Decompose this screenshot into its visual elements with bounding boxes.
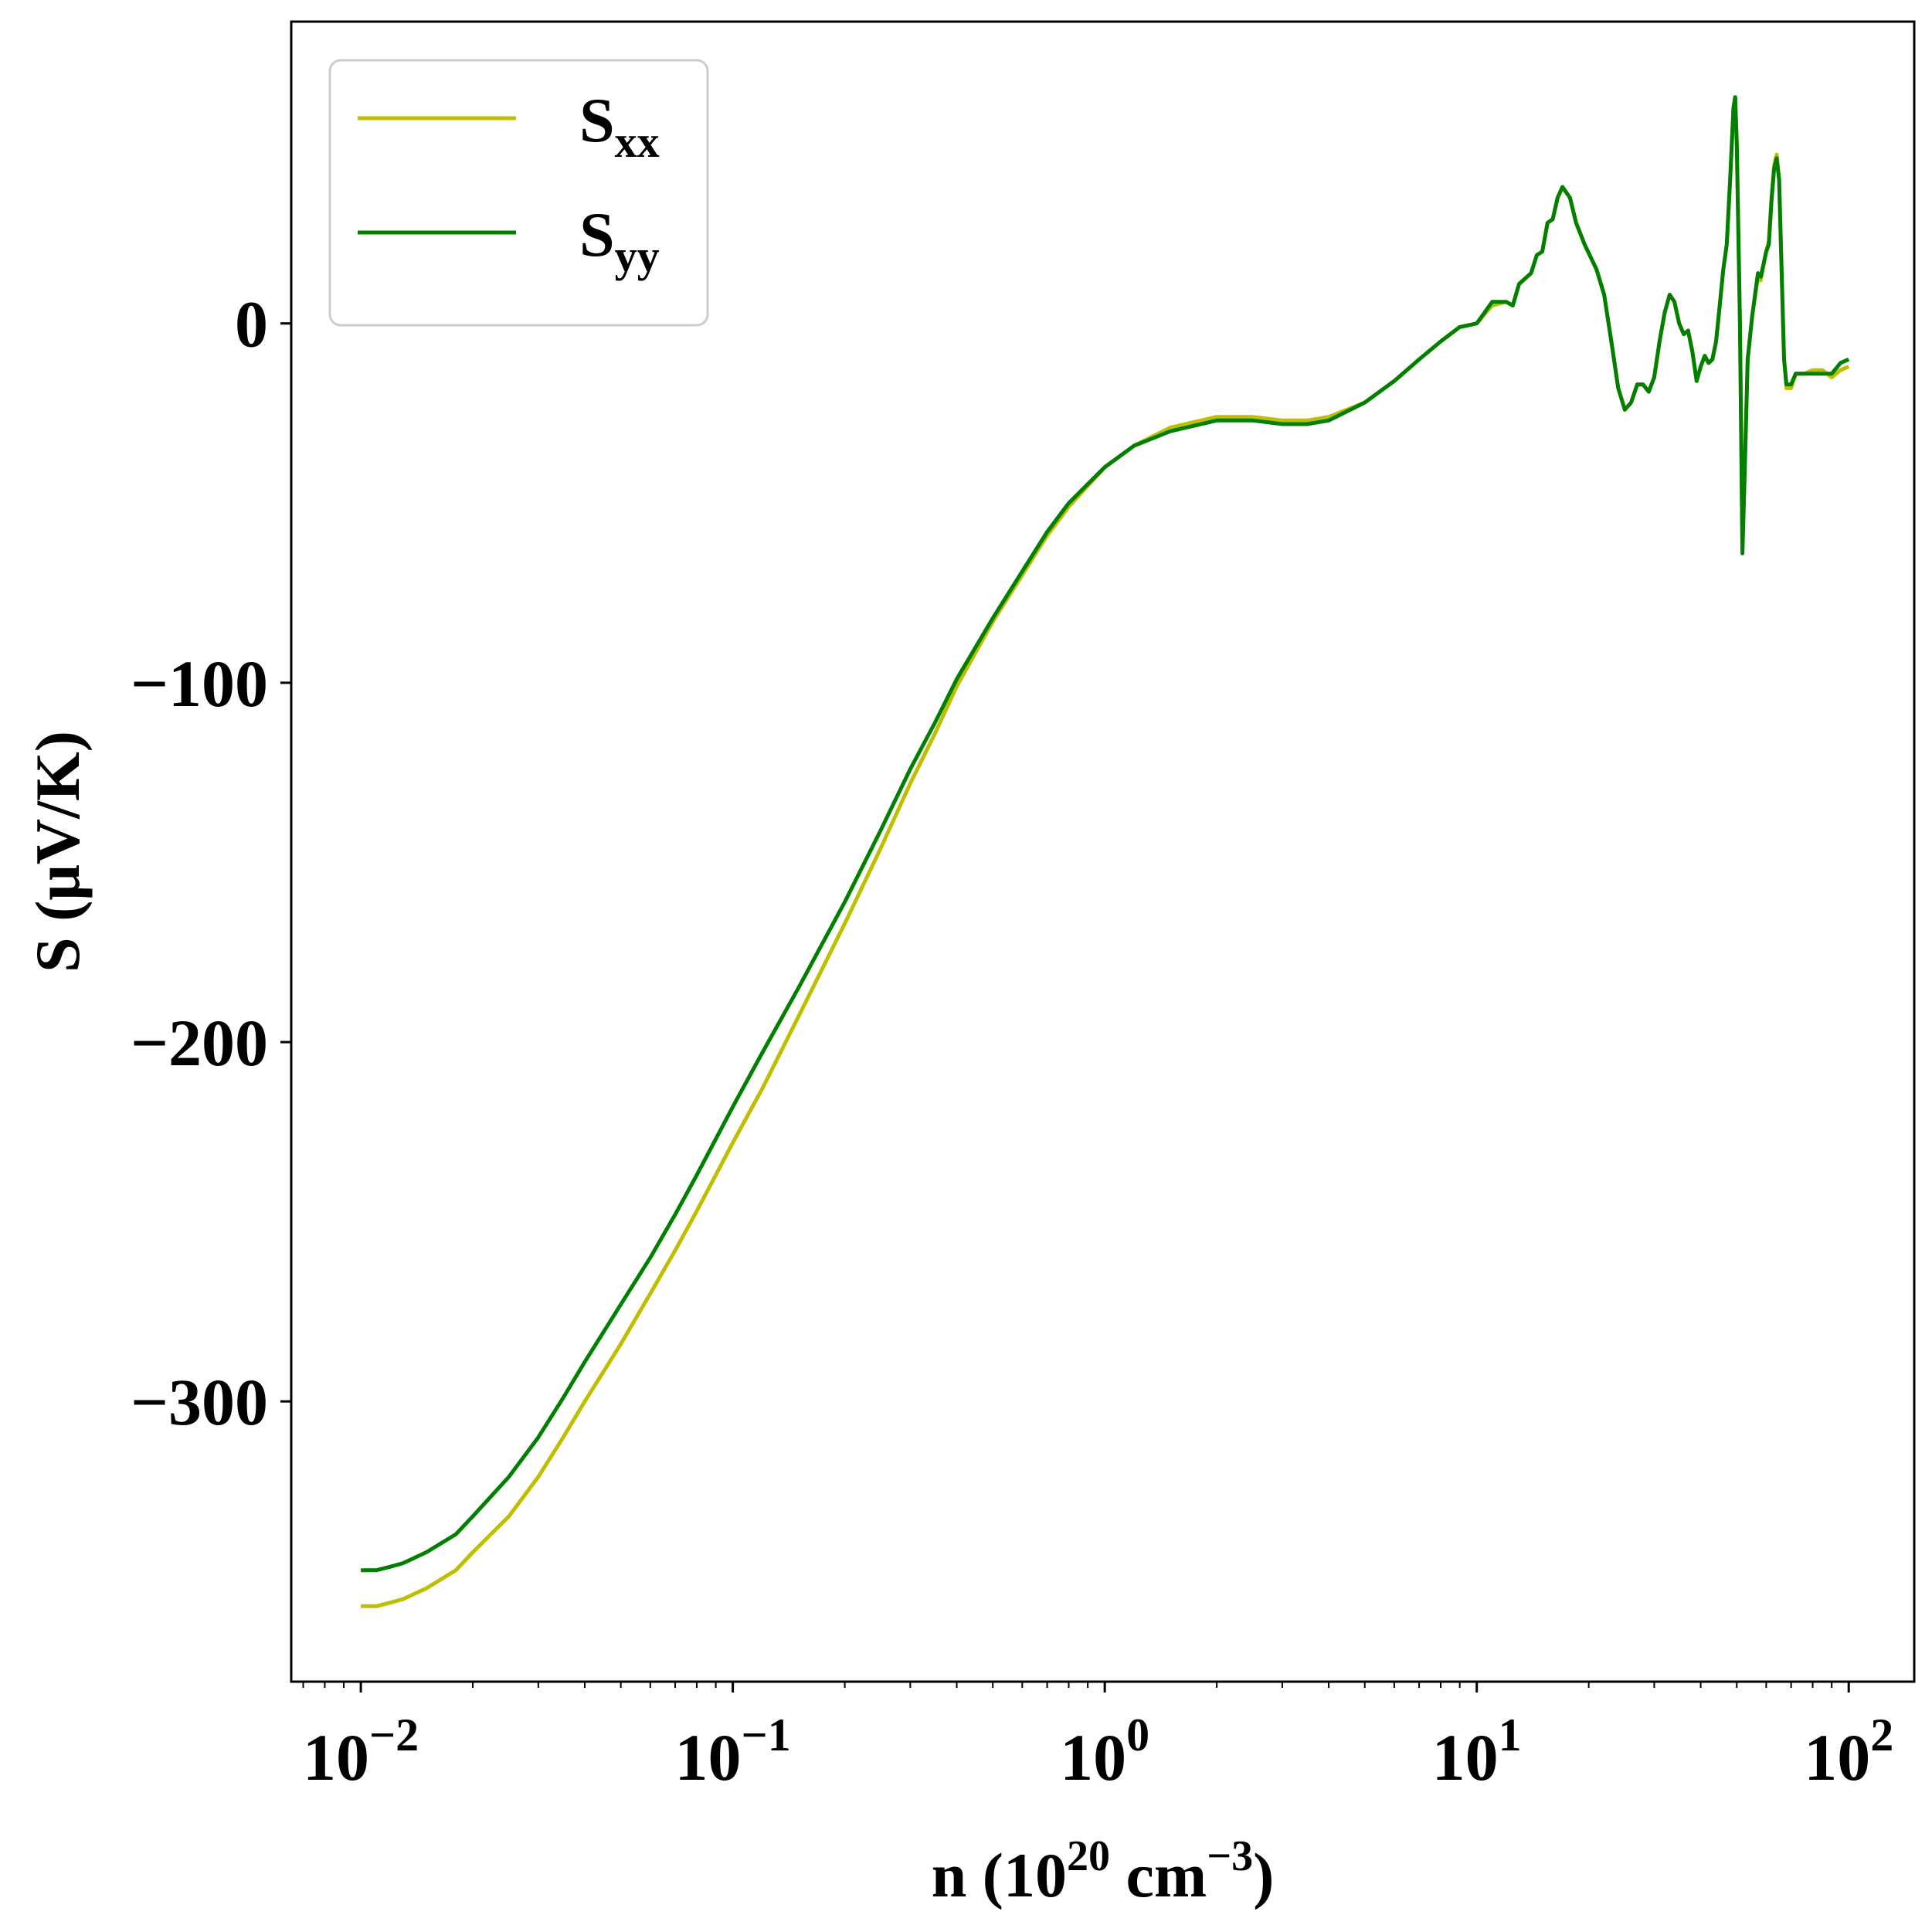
x-tick-label-exp: −1 <box>742 1709 791 1760</box>
x-tick-label: 101 <box>1432 1709 1522 1794</box>
x-tick-label-exp: 2 <box>1870 1709 1893 1760</box>
x-tick-label-exp: 1 <box>1499 1709 1522 1760</box>
y-tick-label: 0 <box>235 287 268 362</box>
x-tick-label-base: 10 <box>303 1720 369 1794</box>
y-axis-ticks: 0 −100 −200 −300 <box>131 287 291 1439</box>
x-axis-label-exp: 20 <box>1067 1832 1110 1880</box>
x-axis-label-suffix: ) <box>1253 1840 1274 1910</box>
series-line-syy <box>361 95 1850 1573</box>
x-tick-label: 100 <box>1060 1709 1149 1794</box>
x-tick-label: 10−2 <box>303 1709 419 1794</box>
x-tick-label-exp: −2 <box>369 1709 419 1760</box>
legend-label-syy: Syy <box>579 199 660 281</box>
legend-box <box>328 59 709 327</box>
series-layer <box>361 95 1850 1608</box>
x-axis-ticks: 10−2 10−1 100 101 102 <box>302 1682 1893 1794</box>
x-tick-label-base: 10 <box>1060 1720 1126 1794</box>
legend-label-sxx-main: S <box>579 85 615 155</box>
x-axis-label-middle: cm <box>1110 1840 1207 1910</box>
y-axis-label: S (μV/K) <box>22 731 93 973</box>
y-tick-label: −100 <box>131 647 268 721</box>
legend-label-syy-sub: yy <box>615 231 660 281</box>
x-tick-label-base: 10 <box>675 1720 742 1794</box>
x-tick-label-base: 10 <box>1804 1720 1870 1794</box>
legend-label-syy-main: S <box>579 199 615 270</box>
legend: Sxx Syy <box>328 59 709 327</box>
y-tick-label: −200 <box>131 1006 268 1080</box>
x-tick-label-base: 10 <box>1432 1720 1499 1794</box>
x-tick-label: 10−1 <box>675 1709 791 1794</box>
plot-frame <box>290 20 1916 1683</box>
x-axis-label-exp2: −3 <box>1207 1832 1253 1880</box>
legend-label-sxx: Sxx <box>579 85 660 167</box>
legend-label-sxx-sub: xx <box>615 117 660 167</box>
y-tick-label: −300 <box>131 1365 268 1439</box>
x-axis-label-prefix: n (10 <box>932 1840 1067 1910</box>
x-axis-label: n (1020 cm−3) <box>932 1832 1275 1910</box>
x-tick-label-exp: 0 <box>1126 1709 1149 1760</box>
x-tick-label: 102 <box>1804 1709 1893 1794</box>
